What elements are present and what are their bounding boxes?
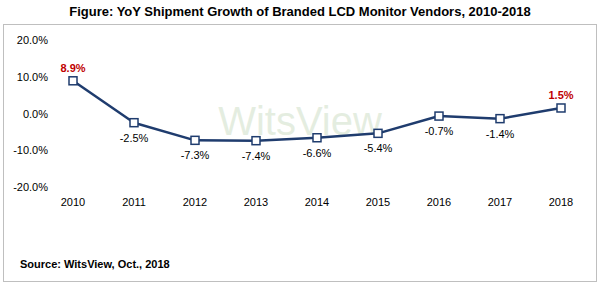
source: Source: WitsView, Oct., 2018	[20, 258, 170, 270]
data-label: -2.5%	[120, 132, 149, 144]
x-tick-label: 2013	[244, 196, 268, 208]
data-label: -7.3%	[181, 149, 210, 161]
x-tick-label: 2018	[549, 196, 573, 208]
marker	[435, 112, 443, 120]
marker	[557, 104, 565, 112]
marker	[191, 136, 199, 144]
y-tick-label: -10.0%	[13, 144, 48, 156]
marker	[313, 134, 321, 142]
y-tick-label: -20.0%	[13, 181, 48, 193]
y-tick	[56, 76, 58, 77]
x-tick-label: 2014	[305, 196, 329, 208]
marker	[252, 137, 260, 145]
data-label: -0.7%	[425, 125, 454, 137]
y-tick	[56, 150, 58, 151]
data-label: 8.9%	[60, 62, 85, 74]
data-label: -1.4%	[486, 128, 515, 140]
y-tick	[56, 187, 58, 188]
y-tick-label: 20.0%	[17, 34, 48, 46]
x-tick-label: 2010	[61, 196, 85, 208]
y-tick	[56, 113, 58, 114]
data-label: 1.5%	[548, 89, 573, 101]
y-tick	[56, 40, 58, 41]
plot-area	[69, 77, 565, 145]
chart-svg: Figure: YoY Shipment Growth of Branded L…	[0, 0, 600, 284]
y-tick-label: 0.0%	[23, 108, 48, 120]
data-label: -6.6%	[303, 147, 332, 159]
marker	[130, 119, 138, 127]
marker	[496, 115, 504, 123]
frame	[4, 25, 597, 282]
x-tick-label: 2011	[122, 196, 146, 208]
chart-container: Figure: YoY Shipment Growth of Branded L…	[0, 0, 600, 284]
marker	[374, 129, 382, 137]
y-tick-label: 10.0%	[17, 71, 48, 83]
data-label: -7.4%	[242, 150, 271, 162]
watermark: WitsView	[218, 99, 382, 143]
x-tick-label: 2016	[427, 196, 451, 208]
marker	[69, 77, 77, 85]
x-tick-label: 2017	[488, 196, 512, 208]
x-tick-label: 2012	[183, 196, 207, 208]
data-label: -5.4%	[364, 142, 393, 154]
title: Figure: YoY Shipment Growth of Branded L…	[69, 4, 531, 19]
x-tick-label: 2015	[366, 196, 390, 208]
